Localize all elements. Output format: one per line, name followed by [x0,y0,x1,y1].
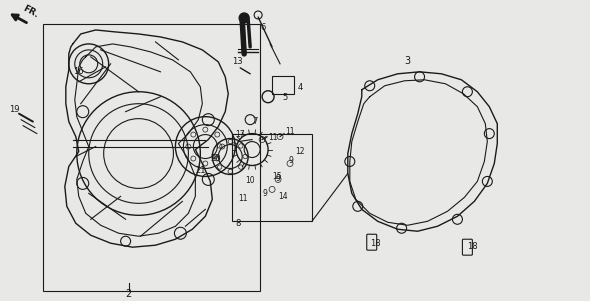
Text: 14: 14 [278,192,288,201]
Text: 8: 8 [235,219,241,228]
Text: 19: 19 [9,105,19,114]
Text: FR.: FR. [21,4,40,20]
Text: 18: 18 [370,239,381,248]
Text: 9: 9 [262,189,267,198]
Text: 13: 13 [232,57,243,66]
Text: 11: 11 [285,127,294,135]
Text: 16: 16 [73,67,83,76]
Bar [232,134,312,221]
Text: 6: 6 [260,23,266,32]
Bar [43,24,260,291]
Text: 11: 11 [238,194,248,203]
Circle shape [239,13,249,23]
Text: 21: 21 [195,166,206,175]
Bar [272,76,294,94]
Text: 20: 20 [210,154,221,163]
Text: 12: 12 [295,147,304,156]
Text: 3: 3 [405,56,411,66]
Text: 17: 17 [235,130,245,138]
Text: 10: 10 [245,176,255,185]
Text: 15: 15 [272,172,281,182]
Text: 9: 9 [288,157,293,166]
Text: 18: 18 [467,242,478,251]
Text: 7: 7 [252,116,257,126]
Text: 4: 4 [298,83,303,92]
Text: 5: 5 [282,93,287,102]
Text: 11: 11 [268,132,278,141]
Text: 2: 2 [126,289,132,299]
Text: 9: 9 [275,174,280,183]
